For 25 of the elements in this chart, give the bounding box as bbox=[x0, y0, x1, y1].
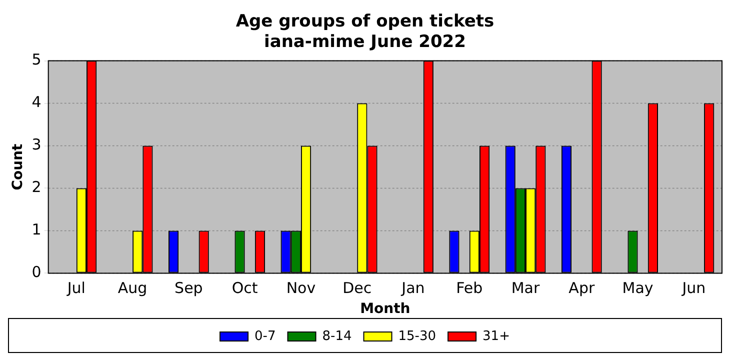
x-tick-label: Dec bbox=[342, 279, 372, 298]
y-tick-label: 3 bbox=[32, 136, 42, 154]
y-tick-label: 0 bbox=[32, 263, 42, 282]
y-tick-label: 2 bbox=[32, 178, 42, 196]
x-tick-label: Feb bbox=[456, 279, 483, 298]
x-tick-label: May bbox=[622, 279, 654, 298]
chart-title: Age groups of open tickets iana-mime June 2022 bbox=[236, 12, 494, 52]
legend-label: 15-30 bbox=[398, 328, 436, 344]
x-tick-label: Aug bbox=[118, 279, 148, 298]
y-tick-label: 4 bbox=[32, 93, 42, 112]
legend-label: 8-14 bbox=[322, 328, 352, 344]
x-tick-label: Sep bbox=[174, 279, 203, 298]
x-tick-label: Oct bbox=[232, 279, 258, 298]
x-axis-title: Month bbox=[360, 301, 410, 318]
legend-label: 0-7 bbox=[254, 328, 276, 344]
y-axis-title: Count bbox=[10, 143, 26, 190]
x-tick-label: Apr bbox=[568, 279, 596, 298]
legend-label: 31+ bbox=[482, 328, 510, 344]
y-tick-label: 1 bbox=[32, 220, 42, 239]
x-tick-label: Jun bbox=[681, 279, 706, 298]
x-tick-label: Jul bbox=[66, 279, 86, 298]
x-tick-label: Mar bbox=[511, 279, 540, 298]
y-tick-label: 5 bbox=[32, 50, 42, 69]
x-tick-label: Jan bbox=[400, 279, 425, 298]
x-tick-label: Nov bbox=[286, 279, 316, 298]
